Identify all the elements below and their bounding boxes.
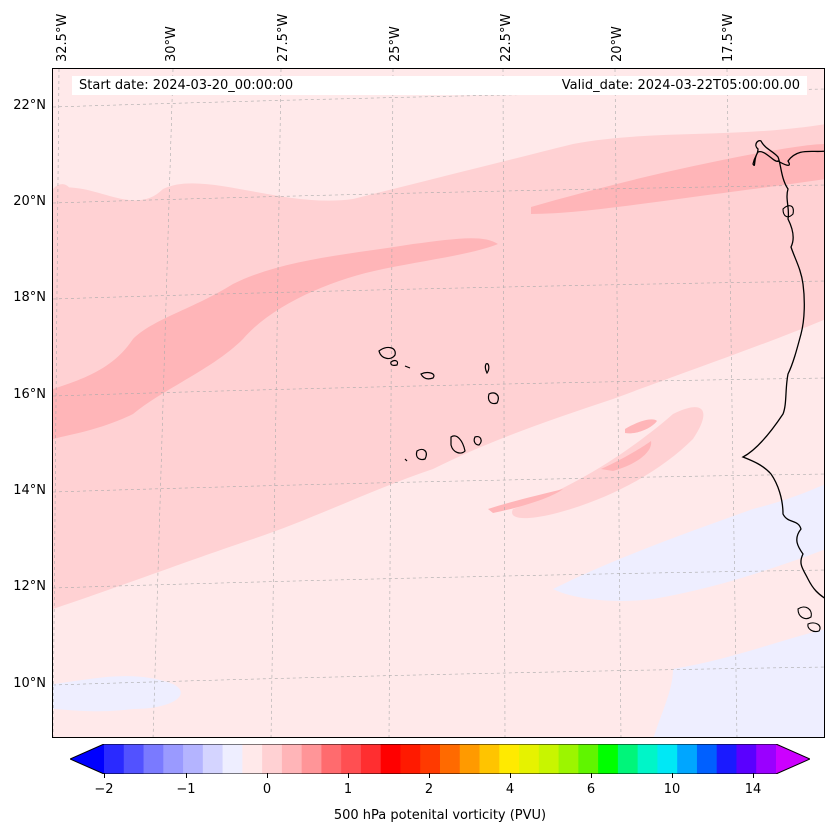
colorbar-segment bbox=[558, 744, 579, 774]
colorbar-segment bbox=[617, 744, 639, 774]
lat-label: 22°N bbox=[13, 98, 46, 113]
valid-date-label: Valid_date: 2024-03-22T05:00:00.00 bbox=[532, 76, 807, 95]
colorbar-label: 500 hPa potenital vorticity (PVU) bbox=[333, 808, 547, 823]
colorbar-segment bbox=[657, 744, 678, 774]
pv-band-mid bbox=[601, 441, 652, 471]
colorbar-segment bbox=[360, 744, 382, 774]
pv-band-light bbox=[53, 184, 106, 299]
lat-label: 14°N bbox=[13, 483, 46, 498]
colorbar-extend-max bbox=[776, 744, 810, 774]
colorbar-tickmark bbox=[348, 773, 349, 778]
pv-band-mid bbox=[53, 238, 498, 439]
colorbar-tick-label: 4 bbox=[505, 782, 515, 797]
colorbar-segment bbox=[479, 744, 500, 774]
colorbar-tickmark bbox=[104, 773, 105, 778]
colorbar-segment bbox=[499, 744, 520, 774]
colorbar-segment bbox=[736, 744, 757, 774]
graticule bbox=[53, 69, 824, 737]
colorbar-tick-label: −2 bbox=[94, 782, 114, 797]
colorbar-tick-label: 14 bbox=[744, 782, 762, 797]
colorbar-tickmark bbox=[672, 773, 673, 778]
colorbar-segment bbox=[183, 744, 204, 774]
colorbar bbox=[70, 744, 810, 774]
pv-negative bbox=[553, 484, 824, 601]
colorbar-extend-min bbox=[70, 744, 104, 774]
lon-label: 17.5°W bbox=[721, 13, 736, 62]
pv-negative bbox=[53, 676, 181, 712]
colorbar-segment bbox=[716, 744, 738, 774]
pv-band-mid bbox=[488, 489, 563, 513]
map-panel[interactable] bbox=[52, 68, 825, 738]
colorbar-tickmark bbox=[591, 773, 592, 778]
colorbar-tickmark bbox=[753, 773, 754, 778]
colorbar-tick-label: 0 bbox=[262, 782, 272, 797]
colorbar-tickmark bbox=[267, 773, 268, 778]
pv-band-light bbox=[53, 124, 824, 609]
africa-coastline bbox=[797, 606, 812, 620]
africa-coastline bbox=[741, 139, 824, 599]
colorbar-tick-label: 10 bbox=[663, 782, 681, 797]
lat-label: 12°N bbox=[13, 579, 46, 594]
colorbar-segment bbox=[538, 744, 560, 774]
colorbar-tick-label: −1 bbox=[176, 782, 196, 797]
lat-label: 20°N bbox=[13, 194, 46, 209]
colorbar-segment bbox=[756, 744, 777, 774]
colorbar-tick-label: 1 bbox=[343, 782, 353, 797]
lon-label: 25°W bbox=[388, 26, 403, 62]
colorbar-tickmark bbox=[429, 773, 430, 778]
colorbar-segment bbox=[321, 744, 342, 774]
colorbar-segment bbox=[242, 744, 263, 774]
colorbar-segment bbox=[598, 744, 619, 774]
lon-label: 32.5°W bbox=[55, 13, 70, 62]
colorbar-segment bbox=[420, 744, 441, 774]
start-date-label: Start date: 2024-03-20_00:00:00 bbox=[72, 76, 539, 95]
colorbar-segment bbox=[637, 744, 659, 774]
lat-label: 16°N bbox=[13, 387, 46, 402]
colorbar-segment bbox=[222, 744, 243, 774]
colorbar-segment bbox=[677, 744, 698, 774]
colorbar-tickmark bbox=[510, 773, 511, 778]
colorbar-segment bbox=[440, 744, 461, 774]
colorbar-segment bbox=[459, 744, 481, 774]
africa-coastline bbox=[782, 205, 794, 218]
colorbar-segment bbox=[400, 744, 421, 774]
colorbar-segment bbox=[696, 744, 718, 774]
colorbar-segment bbox=[341, 744, 362, 774]
colorbar-segment bbox=[123, 744, 145, 774]
colorbar-segment bbox=[281, 744, 303, 774]
colorbar-tick-label: 2 bbox=[424, 782, 434, 797]
pv-field bbox=[53, 69, 824, 737]
colorbar-segment bbox=[578, 744, 599, 774]
pv-negative bbox=[653, 629, 824, 737]
colorbar-tickmark bbox=[186, 773, 187, 778]
pv-band-mid bbox=[531, 144, 824, 214]
colorbar-segment bbox=[519, 744, 540, 774]
lon-label: 22.5°W bbox=[499, 13, 514, 62]
colorbar-segment bbox=[163, 744, 184, 774]
lat-label: 10°N bbox=[13, 676, 46, 691]
colorbar-segment bbox=[301, 744, 323, 774]
lon-label: 27.5°W bbox=[276, 13, 291, 62]
lon-label: 20°W bbox=[610, 26, 625, 62]
lon-label: 30°W bbox=[164, 26, 179, 62]
pv-band-mid bbox=[625, 419, 657, 434]
colorbar-segment bbox=[262, 744, 283, 774]
colorbar-segment bbox=[202, 744, 224, 774]
africa-coastline bbox=[807, 622, 821, 633]
colorbar-tick-label: 6 bbox=[586, 782, 596, 797]
colorbar-segment bbox=[104, 744, 125, 774]
colorbar-segment bbox=[143, 744, 164, 774]
lat-label: 18°N bbox=[13, 290, 46, 305]
cape-verde-islands bbox=[378, 346, 499, 462]
colorbar-segment bbox=[380, 744, 402, 774]
